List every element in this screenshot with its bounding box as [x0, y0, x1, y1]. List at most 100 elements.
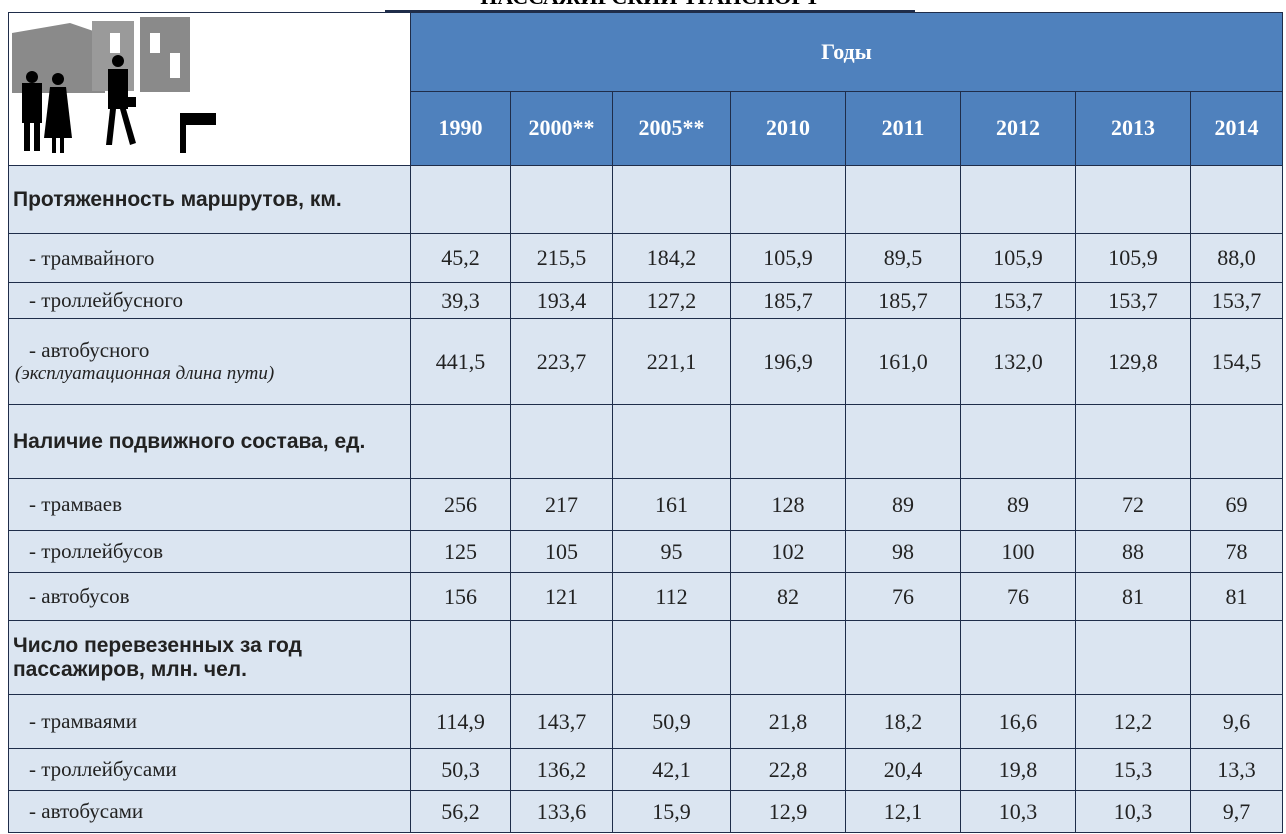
value-cell: 184,2	[613, 234, 731, 283]
value-cell: 69	[1191, 479, 1283, 531]
year-header: 2012	[961, 91, 1076, 165]
empty-cell	[1191, 621, 1283, 695]
label-text: - трамваями	[29, 709, 137, 733]
value-cell: 161	[613, 479, 731, 531]
value-cell: 153,7	[1076, 283, 1191, 319]
value-cell: 13,3	[1191, 749, 1283, 791]
value-cell: 89	[961, 479, 1076, 531]
value-cell: 21,8	[731, 695, 846, 749]
group-header: Годы	[411, 13, 1283, 92]
label-text: - троллейбусами	[29, 757, 177, 781]
value-cell: 12,2	[1076, 695, 1191, 749]
empty-cell	[411, 621, 511, 695]
value-cell: 20,4	[846, 749, 961, 791]
value-cell: 10,3	[1076, 791, 1191, 833]
value-cell: 89	[846, 479, 961, 531]
value-cell: 15,9	[613, 791, 731, 833]
empty-cell	[1076, 621, 1191, 695]
value-cell: 112	[613, 573, 731, 621]
value-cell: 72	[1076, 479, 1191, 531]
value-cell: 105,9	[1076, 234, 1191, 283]
value-cell: 76	[846, 573, 961, 621]
value-cell: 121	[511, 573, 613, 621]
value-cell: 221,1	[613, 319, 731, 405]
value-cell: 105,9	[731, 234, 846, 283]
value-cell: 10,3	[961, 791, 1076, 833]
value-cell: 105,9	[961, 234, 1076, 283]
value-cell: 136,2	[511, 749, 613, 791]
value-cell: 127,2	[613, 283, 731, 319]
value-cell: 45,2	[411, 234, 511, 283]
data-row: - автобусного(эксплуатационная длина пут…	[9, 319, 1283, 405]
row-label: - трамваями	[9, 695, 411, 749]
empty-cell	[846, 621, 961, 695]
value-cell: 114,9	[411, 695, 511, 749]
value-cell: 15,3	[1076, 749, 1191, 791]
empty-cell	[731, 621, 846, 695]
value-cell: 19,8	[961, 749, 1076, 791]
empty-cell	[613, 405, 731, 479]
label-text: - трамвайного	[29, 246, 154, 270]
clipart	[10, 13, 410, 159]
value-cell: 185,7	[846, 283, 961, 319]
label-text: - автобусами	[29, 799, 143, 823]
value-cell: 56,2	[411, 791, 511, 833]
value-cell: 129,8	[1076, 319, 1191, 405]
empty-cell	[961, 405, 1076, 479]
section-row: Число перевезенных за год пассажиров, мл…	[9, 621, 1283, 695]
empty-cell	[411, 405, 511, 479]
value-cell: 89,5	[846, 234, 961, 283]
empty-cell	[846, 405, 961, 479]
empty-cell	[731, 166, 846, 234]
section-title: Число перевезенных за год пассажиров, мл…	[9, 621, 411, 695]
empty-cell	[846, 166, 961, 234]
year-header: 2014	[1191, 91, 1283, 165]
value-cell: 156	[411, 573, 511, 621]
year-header: 2010	[731, 91, 846, 165]
row-label: - автобусов	[9, 573, 411, 621]
value-cell: 133,6	[511, 791, 613, 833]
label-text: - автобусного	[29, 338, 149, 362]
label-text: - трамваев	[29, 492, 122, 516]
value-cell: 78	[1191, 531, 1283, 573]
value-cell: 39,3	[411, 283, 511, 319]
year-header: 2000**	[511, 91, 613, 165]
value-cell: 185,7	[731, 283, 846, 319]
value-cell: 81	[1076, 573, 1191, 621]
empty-cell	[613, 621, 731, 695]
value-cell: 88	[1076, 531, 1191, 573]
value-cell: 95	[613, 531, 731, 573]
value-cell: 193,4	[511, 283, 613, 319]
value-cell: 9,6	[1191, 695, 1283, 749]
value-cell: 82	[731, 573, 846, 621]
empty-cell	[961, 621, 1076, 695]
value-cell: 105	[511, 531, 613, 573]
year-header: 2011	[846, 91, 961, 165]
value-cell: 223,7	[511, 319, 613, 405]
value-cell: 128	[731, 479, 846, 531]
page: {"header": {"title": "ПАССАЖИРСКИЙ ТРАНС…	[0, 0, 1286, 834]
value-cell: 153,7	[961, 283, 1076, 319]
value-cell: 88,0	[1191, 234, 1283, 283]
year-header: 2005**	[613, 91, 731, 165]
value-cell: 256	[411, 479, 511, 531]
empty-cell	[511, 621, 613, 695]
value-cell: 50,3	[411, 749, 511, 791]
empty-cell	[731, 405, 846, 479]
row-label: - автобусами	[9, 791, 411, 833]
empty-cell	[1076, 405, 1191, 479]
year-header: 1990	[411, 91, 511, 165]
empty-cell	[1076, 166, 1191, 234]
section-title: Наличие подвижного состава, ед.	[9, 405, 411, 479]
value-cell: 153,7	[1191, 283, 1283, 319]
empty-cell	[1191, 405, 1283, 479]
